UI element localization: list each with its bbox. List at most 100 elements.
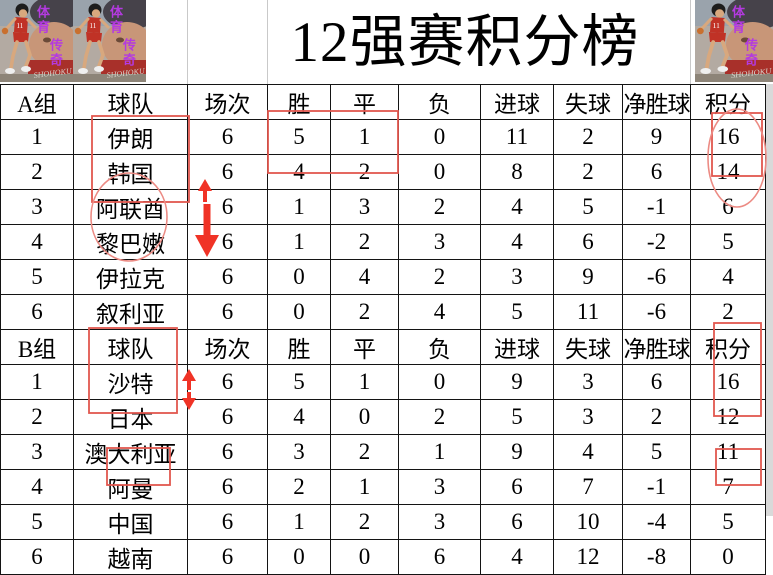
losses-cell: 3 <box>398 504 481 540</box>
team-row: 1 沙特 6 5 1 0 9 3 6 16 <box>0 364 766 400</box>
points-cell: 5 <box>690 224 766 260</box>
column-header: 球队 <box>73 84 188 120</box>
team-name-cell: 日本 <box>73 399 188 435</box>
draws-cell: 1 <box>330 364 399 400</box>
column-header: 积分 <box>690 84 766 120</box>
wins-cell: 4 <box>267 399 331 435</box>
goals-against-cell: 3 <box>553 399 623 435</box>
wins-cell: 1 <box>267 189 331 225</box>
team-row: 5 伊拉克 6 0 4 2 3 9 -6 4 <box>0 259 766 295</box>
draws-cell: 3 <box>330 189 399 225</box>
wins-cell: 0 <box>267 539 331 575</box>
team-row: 5 中国 6 1 2 3 6 10 -4 5 <box>0 504 766 540</box>
goals-for-cell: 9 <box>480 364 554 400</box>
goals-for-cell: 4 <box>480 224 554 260</box>
points-cell: 12 <box>690 399 766 435</box>
rank-cell: 5 <box>0 504 74 540</box>
team-row: 6 叙利亚 6 0 2 4 5 11 -6 2 <box>0 294 766 330</box>
team-row: 4 黎巴嫩 6 1 2 3 4 6 -2 5 <box>0 224 766 260</box>
wins-cell: 1 <box>267 504 331 540</box>
played-cell: 6 <box>187 434 268 470</box>
goals-for-cell: 11 <box>480 119 554 155</box>
rank-cell: 6 <box>0 294 74 330</box>
goals-against-cell: 3 <box>553 364 623 400</box>
column-header: 场次 <box>187 329 268 365</box>
rank-cell: 1 <box>0 119 74 155</box>
goal-diff-cell: -2 <box>622 224 691 260</box>
points-cell: 4 <box>690 259 766 295</box>
goal-diff-cell: 9 <box>622 119 691 155</box>
played-cell: 6 <box>187 119 268 155</box>
column-header: 失球 <box>553 329 623 365</box>
column-header: 进球 <box>480 84 554 120</box>
faint-column-line <box>690 0 691 84</box>
goals-for-cell: 8 <box>480 154 554 190</box>
goal-diff-cell: 2 <box>622 399 691 435</box>
played-cell: 6 <box>187 224 268 260</box>
goals-for-cell: 5 <box>480 294 554 330</box>
column-header: 负 <box>398 329 481 365</box>
losses-cell: 1 <box>398 434 481 470</box>
team-name-cell: 阿曼 <box>73 469 188 505</box>
rank-cell: 2 <box>0 399 74 435</box>
points-cell: 6 <box>690 189 766 225</box>
column-header: 进球 <box>480 329 554 365</box>
column-header: 平 <box>330 84 399 120</box>
points-cell: 11 <box>690 434 766 470</box>
goals-for-cell: 6 <box>480 469 554 505</box>
team-name-cell: 韩国 <box>73 154 188 190</box>
goals-for-cell: 5 <box>480 399 554 435</box>
losses-cell: 0 <box>398 119 481 155</box>
group-label: B组 <box>0 329 74 365</box>
standings-table: A组 球队 场次胜平负进球 失球 净胜球 积分 1 伊朗 6 5 1 0 11 2 9 16 2 韩国 6 4 2 0 8 2… <box>0 84 766 575</box>
points-cell: 16 <box>690 364 766 400</box>
goals-for-cell: 9 <box>480 434 554 470</box>
rank-cell: 3 <box>0 189 74 225</box>
slamdunk-image-left-2 <box>73 0 146 82</box>
points-cell: 14 <box>690 154 766 190</box>
group-header-row: B组 球队 场次胜平负进球 失球 净胜球 积分 <box>0 329 766 365</box>
goals-against-cell: 7 <box>553 469 623 505</box>
played-cell: 6 <box>187 399 268 435</box>
draws-cell: 2 <box>330 294 399 330</box>
goals-for-cell: 4 <box>480 539 554 575</box>
losses-cell: 6 <box>398 539 481 575</box>
goals-against-cell: 2 <box>553 154 623 190</box>
goal-diff-cell: -1 <box>622 189 691 225</box>
draws-cell: 1 <box>330 119 399 155</box>
team-name-cell: 澳大利亚 <box>73 434 188 470</box>
goal-diff-cell: -6 <box>622 294 691 330</box>
team-name-cell: 越南 <box>73 539 188 575</box>
losses-cell: 2 <box>398 189 481 225</box>
column-header: 场次 <box>187 84 268 120</box>
played-cell: 6 <box>187 294 268 330</box>
played-cell: 6 <box>187 259 268 295</box>
page-title: 12强赛积分榜 <box>290 11 640 74</box>
team-row: 4 阿曼 6 2 1 3 6 7 -1 7 <box>0 469 766 505</box>
played-cell: 6 <box>187 469 268 505</box>
played-cell: 6 <box>187 189 268 225</box>
draws-cell: 2 <box>330 434 399 470</box>
team-row: 1 伊朗 6 5 1 0 11 2 9 16 <box>0 119 766 155</box>
goals-against-cell: 5 <box>553 189 623 225</box>
rank-cell: 4 <box>0 469 74 505</box>
goals-against-cell: 6 <box>553 224 623 260</box>
draws-cell: 4 <box>330 259 399 295</box>
team-row: 3 阿联酋 6 1 3 2 4 5 -1 6 <box>0 189 766 225</box>
points-cell: 2 <box>690 294 766 330</box>
losses-cell: 3 <box>398 469 481 505</box>
rank-cell: 6 <box>0 539 74 575</box>
wins-cell: 0 <box>267 259 331 295</box>
losses-cell: 2 <box>398 259 481 295</box>
goals-for-cell: 3 <box>480 259 554 295</box>
goal-diff-cell: -4 <box>622 504 691 540</box>
goals-against-cell: 9 <box>553 259 623 295</box>
team-name-cell: 伊朗 <box>73 119 188 155</box>
slamdunk-image-right <box>695 0 773 82</box>
goal-diff-cell: -6 <box>622 259 691 295</box>
column-header: 净胜球 <box>622 329 691 365</box>
played-cell: 6 <box>187 539 268 575</box>
wins-cell: 5 <box>267 364 331 400</box>
losses-cell: 3 <box>398 224 481 260</box>
